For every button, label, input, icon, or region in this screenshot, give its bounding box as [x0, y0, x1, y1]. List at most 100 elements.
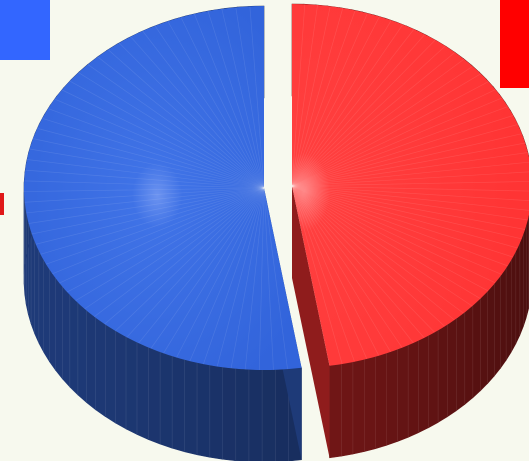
slice-1-facet — [126, 187, 265, 338]
slice-2-facet — [291, 29, 415, 187]
slice-2-facet — [291, 45, 446, 187]
slice-2-facet — [291, 106, 509, 187]
slice-1-facet — [24, 187, 265, 192]
slice-2-facet — [291, 185, 529, 192]
slice-1-facet — [230, 187, 265, 369]
slice-1-facet — [97, 56, 265, 189]
slice-1-facet — [176, 187, 265, 358]
slice-2-wall-strip — [375, 352, 388, 449]
slice-2-facet — [291, 65, 473, 187]
slice-1-facet — [37, 128, 265, 189]
slice-1-wall-strip — [95, 317, 106, 418]
slice-1-facet — [189, 187, 265, 362]
slice-2-facet — [291, 185, 343, 365]
slice-2-wall-strip — [447, 318, 457, 418]
slice-1-wall-strip — [49, 268, 56, 372]
slice-1-facet — [154, 25, 265, 189]
slice-1-wall-strip — [184, 359, 198, 456]
slice-1-facet — [25, 169, 265, 189]
slice-2-facet — [291, 181, 529, 187]
slice-2-wall-strip — [500, 267, 507, 370]
slice-2-facet — [291, 185, 464, 314]
slice-2-wall-strip — [340, 361, 354, 457]
slice-1-facet — [115, 187, 265, 332]
slice-1-facet — [87, 64, 265, 189]
legend-swatch-series-1 — [0, 0, 50, 60]
slice-2-facet — [291, 6, 331, 187]
slice-2-wall-strip — [352, 359, 365, 455]
slice-2-wall-strip — [386, 349, 398, 446]
slice-2-facet — [291, 185, 380, 356]
slice-2-wall-strip — [480, 290, 488, 392]
slice-2-facet — [291, 4, 306, 187]
slice-1-facet — [244, 187, 265, 370]
slice-1-facet — [94, 187, 265, 317]
pie-slice-2 — [292, 4, 529, 366]
slice-2-facet — [291, 185, 435, 333]
slice-1-facet — [45, 187, 265, 265]
slice-2-facet — [291, 39, 436, 187]
slice-1-facet — [221, 8, 265, 189]
slice-2-facet — [291, 185, 526, 230]
slice-1-facet — [26, 159, 265, 189]
slice-2-facet — [291, 73, 482, 187]
slice-1-wall-strip — [125, 336, 138, 435]
slice-2-facet — [291, 89, 496, 187]
slice-2-facet — [291, 20, 392, 187]
slice-2-facet — [291, 58, 465, 187]
slice-1-facet — [35, 187, 265, 245]
slice-2-facet — [291, 185, 496, 284]
slice-2-wall-strip — [329, 363, 342, 459]
slice-1-facet — [163, 187, 265, 354]
slice-1-facet — [26, 187, 265, 214]
slice-1-wall-strip — [261, 369, 276, 461]
slice-1-facet — [69, 80, 265, 189]
slice-2-facet — [291, 52, 456, 187]
slice-2-wall-strip — [407, 340, 419, 438]
slice-1-facet — [32, 138, 265, 189]
slice-2-wall-strip — [455, 311, 466, 412]
slice-1-wall-strip — [38, 250, 45, 353]
slice-1-wall-strip — [34, 241, 40, 344]
slice-2-facet — [291, 185, 529, 211]
slice-2-facet — [291, 185, 425, 339]
slice-1-facet — [28, 187, 265, 224]
slice-1-facet — [24, 180, 265, 189]
slice-2-facet — [291, 133, 522, 187]
slice-2-facet — [291, 142, 526, 187]
slice-2-wall-strip — [519, 234, 524, 336]
slice-1-facet — [203, 187, 265, 365]
slice-1-wall-strip — [86, 309, 96, 411]
slice-2-facet — [291, 185, 473, 307]
slice-2-facet — [291, 97, 503, 187]
slice-1-facet — [263, 187, 288, 370]
slice-1-facet — [107, 49, 265, 189]
slice-2-wall-strip — [472, 297, 481, 399]
slice-2-facet — [291, 185, 522, 240]
slice-2-facet — [291, 24, 404, 187]
slice-2-wall-strip — [515, 243, 521, 344]
slice-1-facet — [207, 10, 265, 189]
slice-2-facet — [291, 185, 518, 249]
slice-2-facet — [291, 34, 426, 187]
slice-2-facet — [291, 124, 518, 187]
slice-1-wall-strip — [209, 364, 224, 460]
slice-2-facet — [291, 185, 508, 267]
slice-2-cut-face-2 — [292, 186, 330, 458]
slice-2-facet — [291, 8, 344, 187]
slice-1-facet — [42, 118, 265, 189]
slice-1-facet — [167, 21, 265, 189]
slice-2-facet — [291, 185, 414, 344]
slice-1-wall-strip — [235, 368, 250, 461]
slice-1-wall-strip — [77, 302, 87, 404]
slice-1-facet — [47, 108, 265, 189]
slice-1-wall-strip — [248, 369, 263, 461]
slice-1-wall-strip — [30, 231, 35, 334]
slice-1-facet — [235, 7, 265, 189]
slice-1-facet — [54, 98, 265, 189]
slice-2-facet — [291, 185, 489, 292]
slice-1-facet — [138, 187, 265, 344]
slice-1-facet — [84, 187, 265, 310]
